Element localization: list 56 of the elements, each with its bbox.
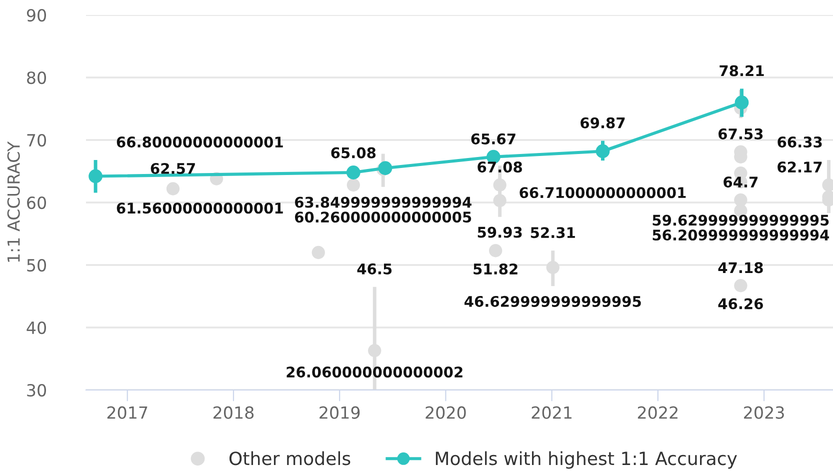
annotation: 52.31 [530,227,575,238]
annotation: 69.87 [580,117,625,128]
annotation: 64.7 [724,176,758,188]
point [166,182,180,196]
annotation: 61.56000000000001 [116,202,283,214]
point [493,194,506,208]
point [346,166,360,180]
annotation: 62.17 [778,162,822,173]
y-tick-label: 70 [27,134,46,147]
legend-label: Other models [229,451,350,466]
annotation: 46.5 [357,263,392,274]
point [493,178,506,192]
point [734,279,748,292]
point [734,96,749,110]
annotation: 56.209999999999994 [652,230,830,241]
x-tick-label: 2021 [532,406,572,419]
x-tick-label: 2018 [214,406,254,419]
x-tick-label: 2019 [320,406,360,419]
point [346,178,360,192]
annotation: 63.849999999999994 [294,196,472,208]
annotation: 66.71000000000001 [520,187,686,198]
point [546,260,560,274]
annotation: 66.80000000000001 [116,136,283,148]
x-tick-label: 2017 [107,406,148,419]
y-tick-label: 50 [27,258,46,272]
annotation: 60.260000000000005 [294,212,472,223]
legend-label: Models with highest 1:1 Accuracy [436,451,737,469]
y-tick-label: 60 [27,196,46,210]
annotation: 59.629999999999995 [652,214,829,226]
annotation: 67.08 [478,162,522,173]
annotation: 26.060000000000002 [286,366,462,378]
annotation: 66.33 [778,136,822,148]
point [88,169,102,184]
point [378,161,392,176]
point [488,244,502,258]
point [312,246,325,260]
annotation: 65.67 [471,133,516,144]
annotation: 65.08 [331,147,376,158]
point [596,144,610,158]
x-tick-label: 2023 [744,406,784,419]
y-axis-title: 1:1 ACCURACY [7,141,20,262]
annotation: 67.53 [718,128,763,140]
x-tick-label: 2020 [426,406,466,419]
annotation: 78.21 [720,65,764,76]
x-tick-label: 2022 [638,406,678,419]
annotation: 51.82 [474,263,518,275]
annotation: 47.18 [718,262,763,274]
y-tick-label: 80 [27,71,46,84]
annotation: 46.26 [718,298,763,310]
y-tick-label: 40 [26,321,46,334]
y-tick-label: 30 [27,384,46,397]
y-tick-label: 90 [26,8,46,22]
annotation: 62.57 [150,162,195,174]
annotation: 46.629999999999995 [464,296,641,307]
point [368,344,382,358]
annotation: 59.93 [478,226,522,238]
